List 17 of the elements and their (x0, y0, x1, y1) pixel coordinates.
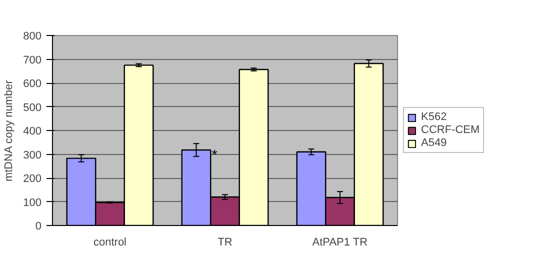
legend-label: A549 (421, 137, 447, 149)
y-tick-label: 0 (35, 220, 42, 232)
y-tick-label: 100 (23, 196, 42, 209)
x-tick-label: TR (218, 236, 232, 248)
legend-label: K562 (421, 111, 447, 123)
y-tick-label: 600 (23, 78, 42, 90)
y-tick-label: 200 (23, 173, 42, 185)
y-tick-label: 400 (23, 126, 42, 138)
y-tick-label: 500 (23, 102, 42, 114)
y-tick-label: 800 (23, 30, 42, 42)
y-tick-label: 300 (23, 149, 42, 162)
legend-label: CCRF-CEM (421, 124, 480, 136)
y-tick-label: 700 (23, 54, 42, 66)
y-axis-title: mtDNA copy number (3, 80, 16, 182)
x-tick-label: control (93, 236, 127, 248)
x-tick-label: AtPAP1 TR (312, 236, 368, 248)
annotation: * (212, 146, 218, 162)
